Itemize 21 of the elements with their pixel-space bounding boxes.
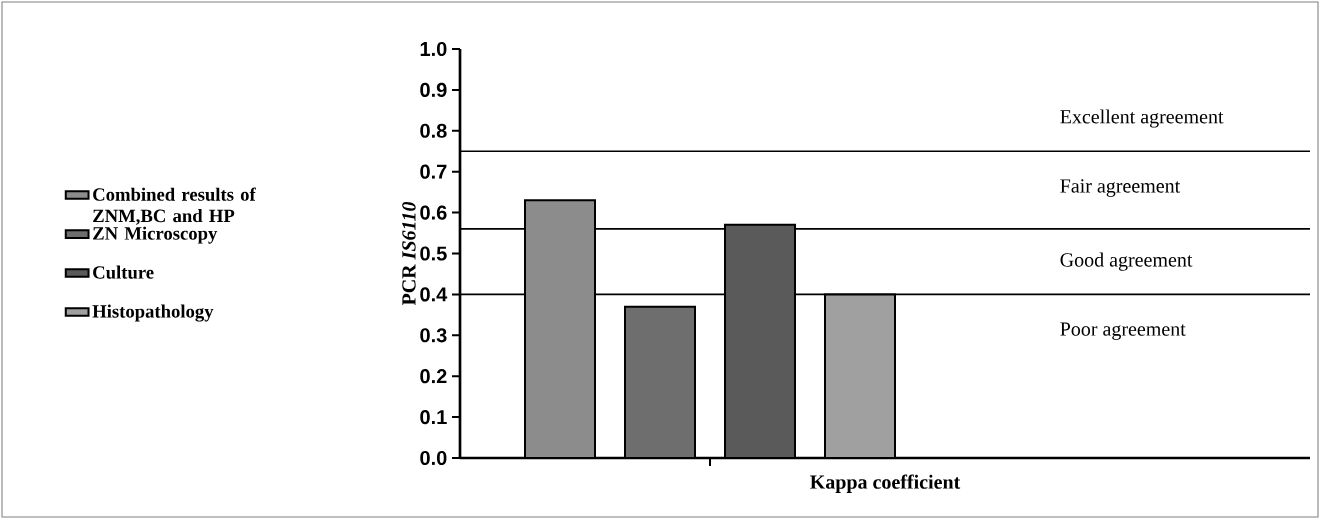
- y-tick-label: 0.9: [420, 82, 447, 97]
- legend-label: ZN Microscopy: [93, 226, 218, 244]
- legend-label: Culture: [93, 265, 154, 279]
- y-tick-label: 0.5: [420, 246, 447, 261]
- y-tick-label: 0.7: [420, 164, 447, 179]
- annotation: Fair agreement: [1060, 179, 1181, 197]
- y-tick-label: 0.4: [420, 287, 448, 302]
- annotation: Good agreement: [1060, 252, 1193, 271]
- y-tick-label: 0.3: [420, 328, 447, 343]
- y-axis-title: PCR IS6110: [402, 201, 416, 306]
- y-tick-label: 1.0: [420, 41, 447, 57]
- legend-label: Histopathology: [92, 304, 214, 322]
- y-tick-label: 0.8: [420, 123, 447, 138]
- y-tick-label: 0.1: [420, 410, 447, 425]
- y-tick-label: 0.6: [420, 205, 447, 220]
- y-tick-label: 0.2: [420, 369, 447, 384]
- x-axis-title: Kappa coefficient: [810, 474, 961, 493]
- legend-label: Combined results of ZNM,BC and HP: [93, 187, 256, 225]
- annotation: Excellent agreement: [1060, 109, 1224, 128]
- y-tick-label: 0.0: [420, 450, 447, 466]
- annotation: Poor agreement: [1060, 322, 1186, 340]
